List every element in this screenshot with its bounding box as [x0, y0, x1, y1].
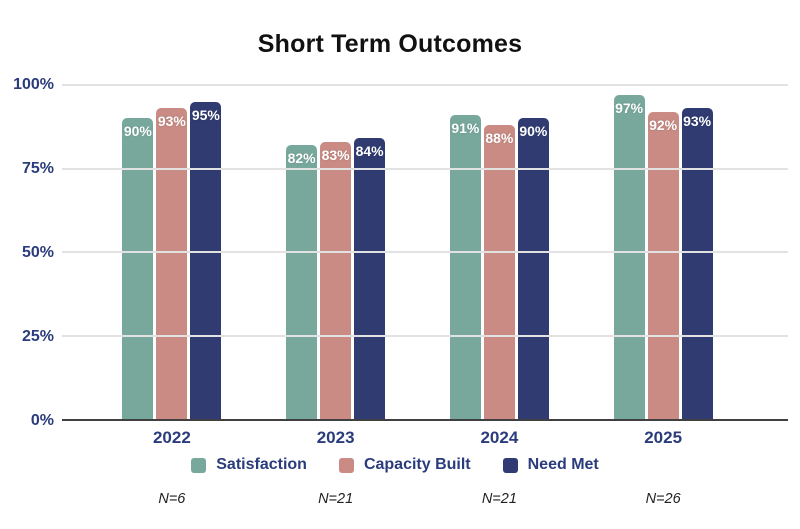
- legend-item-capacity-built: Capacity Built: [338, 456, 471, 474]
- bar-value-label: 83%: [321, 146, 350, 163]
- bar-value-label: 91%: [451, 120, 480, 137]
- bars-row: 90% 93% 95% 82% 83% 84% 91% 88% 90% 97% 92% 93%: [62, 85, 788, 419]
- x-axis-category-label: 2024: [480, 428, 519, 447]
- bar-need-met: 90%: [517, 118, 549, 419]
- legend-label: Satisfaction: [216, 456, 307, 473]
- legend: Satisfaction Capacity Built Need Met: [0, 456, 790, 474]
- legend-swatch-need-met: [502, 457, 518, 473]
- bar-value-label: 90%: [123, 123, 152, 140]
- y-axis-tick-label: 75%: [21, 160, 54, 177]
- bar-capacity-built: 93%: [156, 108, 188, 419]
- legend-item-need-met: Need Met: [502, 456, 599, 474]
- bar-value-label: 95%: [191, 106, 220, 123]
- gridline: [62, 334, 788, 337]
- bar-capacity-built: 83%: [320, 141, 352, 419]
- bar-value-label: 92%: [649, 116, 678, 133]
- bar-capacity-built: 88%: [483, 125, 515, 419]
- y-axis: 100% 75% 50% 25% 0%: [0, 76, 54, 429]
- legend-swatch-capacity-built: [338, 457, 354, 473]
- bar-value-label: 88%: [485, 130, 514, 147]
- gridline: [62, 251, 788, 253]
- sample-size-label: N=21: [318, 491, 354, 507]
- bar-group: 97% 92% 93%: [581, 85, 745, 419]
- x-axis-category-label: 2025: [644, 428, 683, 447]
- bar-value-label: 90%: [519, 123, 548, 140]
- y-axis-tick-label: 0%: [30, 412, 54, 429]
- y-axis-tick-label: 25%: [21, 328, 54, 345]
- bar-value-label: 82%: [287, 150, 316, 167]
- legend-item-satisfaction: Satisfaction: [191, 456, 307, 474]
- bar-value-label: 97%: [615, 100, 644, 117]
- bar-satisfaction: 90%: [122, 118, 154, 419]
- x-axis-category-label: 2022: [152, 428, 191, 447]
- legend-label: Capacity Built: [363, 456, 471, 473]
- legend-swatch-satisfaction: [191, 457, 207, 473]
- gridline: [62, 84, 788, 86]
- plot-area: 90% 93% 95% 82% 83% 84% 91% 88% 90% 97% 92% 93%: [62, 84, 788, 421]
- bar-capacity-built: 92%: [647, 111, 679, 419]
- bar-satisfaction: 82%: [286, 145, 318, 419]
- legend-label: Need Met: [527, 456, 599, 473]
- bar-satisfaction: 91%: [449, 115, 481, 419]
- bar-group: 91% 88% 90%: [418, 85, 582, 419]
- gridline: [62, 167, 788, 170]
- bar-satisfaction: 97%: [613, 95, 645, 419]
- bar-value-label: 84%: [355, 143, 384, 160]
- chart-title: Short Term Outcomes: [257, 30, 523, 58]
- sample-size-label: N=26: [645, 491, 681, 507]
- x-axis-category-label: 2023: [316, 428, 355, 447]
- sample-size-label: N=6: [158, 491, 186, 507]
- bar-group: 82% 83% 84%: [254, 85, 418, 419]
- bar-need-met: 95%: [190, 101, 222, 419]
- bar-value-label: 93%: [157, 113, 186, 130]
- y-axis-tick-label: 100%: [13, 76, 54, 93]
- sample-size-label: N=21: [481, 491, 517, 507]
- bar-need-met: 84%: [354, 138, 386, 419]
- bar-value-label: 93%: [683, 113, 712, 130]
- x-axis: 2022 2023 2024 2025: [62, 428, 788, 448]
- bar-need-met: 93%: [681, 108, 713, 419]
- sample-size-row: N=6 N=21 N=21 N=26: [62, 491, 788, 507]
- y-axis-tick-label: 50%: [21, 244, 54, 261]
